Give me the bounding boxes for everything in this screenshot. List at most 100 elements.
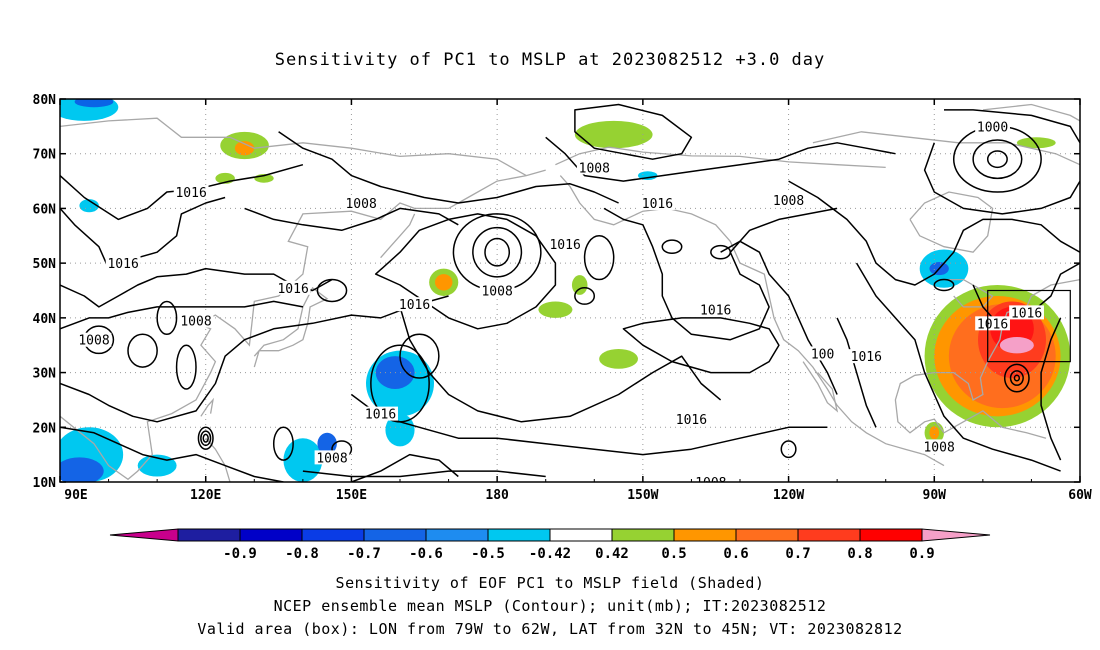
caption-line-3: Valid area (box): LON from 79W to 62W, L… <box>197 620 903 638</box>
contour-label: 1016 <box>642 197 673 212</box>
sensitivity-patch <box>434 274 453 291</box>
colorbar-label: 0.7 <box>785 546 810 562</box>
contour-line <box>60 300 304 330</box>
contour-ring <box>127 333 158 368</box>
contour-label: 1016 <box>700 304 731 319</box>
contour-ring <box>1003 363 1030 393</box>
graticule <box>60 99 1080 482</box>
contour-label-bg <box>848 349 884 364</box>
lon-tick-label: 150W <box>627 488 658 503</box>
contour-ring <box>202 433 209 443</box>
alaska-north-coastline <box>555 146 886 169</box>
lon-tick-label: 90W <box>923 488 947 503</box>
sensitivity-patch <box>574 120 653 149</box>
contour-line <box>944 109 1080 144</box>
contour-ring <box>933 278 955 292</box>
contour-label: 1008 <box>695 476 726 491</box>
colorbar-label: 0.8 <box>847 546 872 562</box>
colorbar-swatch <box>549 528 613 542</box>
contour-label: 1016 <box>549 238 580 253</box>
contour-label-bg <box>640 195 675 210</box>
sensitivity-patch <box>234 141 255 156</box>
valid-area-box <box>987 289 1071 363</box>
contour-label: 1016 <box>399 298 430 313</box>
colorbar-label: 0.42 <box>595 546 629 562</box>
contour-label-bg <box>576 160 612 175</box>
sensitivity-patch <box>60 457 104 482</box>
lon-tick-label: 120E <box>190 488 221 503</box>
colorbar-swatch <box>611 528 675 542</box>
lon-tick-label: 180 <box>485 488 509 503</box>
contour-ring <box>661 239 683 255</box>
colorbar-swatch <box>487 528 551 542</box>
contour-line <box>1040 317 1062 461</box>
contour-ring <box>780 440 797 459</box>
baja-coastline <box>802 361 839 413</box>
contour-label-bg <box>479 283 515 298</box>
contour-label: 1016 <box>1011 306 1042 321</box>
contour-line <box>788 180 1080 286</box>
lon-tick-label: 150E <box>336 488 367 503</box>
contour-label: 1016 <box>977 317 1008 332</box>
lat-tick-label: 20N <box>33 421 57 436</box>
colorbar-right-arrow <box>921 528 991 542</box>
contour-label: 1008 <box>180 315 211 330</box>
contour-ring <box>316 278 348 303</box>
contour-label-bg <box>809 346 836 361</box>
contour-label-bg <box>105 256 141 271</box>
colorbar-swatch <box>673 528 737 542</box>
arctic-coastline <box>60 117 527 177</box>
colorbar-label: 0.6 <box>723 546 748 562</box>
contour-line <box>60 163 304 221</box>
lat-tick-label: 60N <box>33 202 57 217</box>
contour-label: 1016 <box>277 282 308 297</box>
colorbar-label: -0.8 <box>285 546 319 562</box>
contour-ring <box>972 139 1023 180</box>
contour-line <box>60 426 284 482</box>
contour-ring <box>1013 374 1021 382</box>
contour-ring <box>710 244 732 260</box>
contour-label-bg <box>363 406 398 421</box>
contour-line <box>351 453 459 482</box>
colorbar-left-arrow <box>109 528 179 542</box>
lat-tick-label: 40N <box>33 312 57 327</box>
canadian-arctic-coastline <box>812 131 1080 166</box>
contour-label: 1008 <box>773 194 804 209</box>
contour-label: 1008 <box>78 334 109 349</box>
contour-line <box>278 131 619 204</box>
contour-ring <box>175 344 197 390</box>
sensitivity-patch <box>599 349 638 369</box>
contour-label: 1008 <box>316 451 347 466</box>
colorbar-swatch <box>301 528 365 542</box>
contour-label-bg <box>397 297 432 312</box>
contour-label-bg <box>693 475 729 482</box>
contour-label-bg <box>1009 305 1044 320</box>
contour-label: 1008 <box>579 161 610 176</box>
colorbar-swatch <box>363 528 427 542</box>
lat-tick-label: 30N <box>33 367 57 382</box>
contour-line <box>60 196 226 270</box>
contour-label-bg <box>698 302 734 317</box>
colorbar-label: -0.42 <box>529 546 571 562</box>
sensitivity-patch <box>74 99 114 108</box>
contour-line <box>374 213 557 330</box>
contour-label-bg <box>178 313 214 328</box>
colorbar-swatch <box>177 528 241 542</box>
contour-ring <box>399 333 440 379</box>
lat-tick-label: 70N <box>33 148 57 163</box>
colorbar-swatch <box>425 528 489 542</box>
philippines-coastline <box>205 437 231 482</box>
contour-ring <box>986 150 1008 169</box>
contour-line <box>603 207 838 341</box>
colorbar-label: -0.7 <box>347 546 381 562</box>
colorbar-swatch <box>859 528 923 542</box>
caption-line-2: NCEP ensemble mean MSLP (Contour); unit(… <box>273 597 827 615</box>
contour-line <box>622 317 780 374</box>
asia-coastline <box>60 169 546 481</box>
contour-line <box>60 295 449 423</box>
contour-label: 100 <box>811 347 834 362</box>
contour-label-bg <box>921 439 957 454</box>
contour-label: 1016 <box>676 413 707 428</box>
